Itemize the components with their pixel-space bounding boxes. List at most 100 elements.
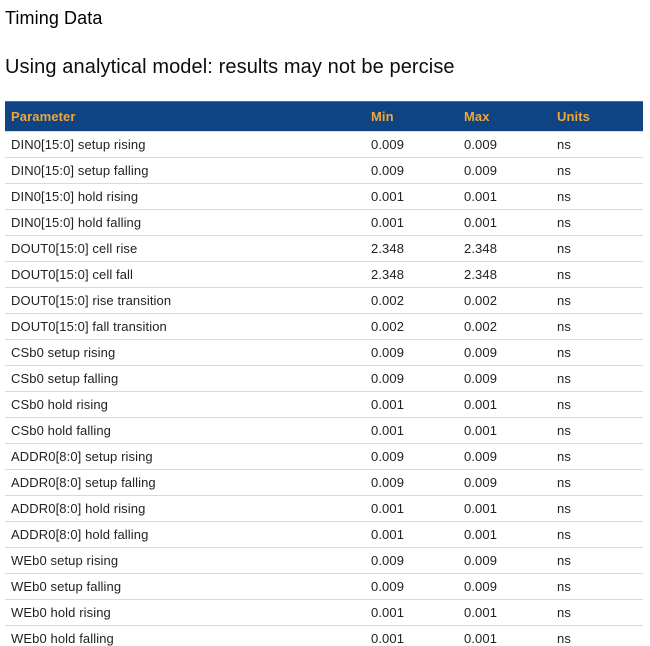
max-cell: 0.001 — [458, 391, 551, 418]
min-cell: 0.009 — [365, 339, 458, 366]
table-row: WEb0 hold rising 0.001 0.001 ns — [5, 599, 643, 626]
units-cell: ns — [551, 365, 643, 392]
max-cell: 0.009 — [458, 131, 551, 158]
min-cell: 0.009 — [365, 443, 458, 470]
table-row: CSb0 hold rising 0.001 0.001 ns — [5, 391, 643, 418]
parameter-cell: WEb0 hold rising — [5, 599, 365, 626]
units-cell: ns — [551, 131, 643, 158]
max-cell: 0.009 — [458, 157, 551, 184]
table-body: DIN0[15:0] setup rising 0.009 0.009 ns D… — [5, 131, 643, 646]
table-row: WEb0 setup rising 0.009 0.009 ns — [5, 547, 643, 574]
table-row: CSb0 hold falling 0.001 0.001 ns — [5, 417, 643, 444]
page-title: Timing Data — [5, 8, 103, 28]
parameter-cell: DIN0[15:0] setup falling — [5, 157, 365, 184]
max-cell: 0.001 — [458, 599, 551, 626]
units-cell: ns — [551, 209, 643, 236]
units-cell: ns — [551, 573, 643, 600]
column-header-units: Units — [551, 101, 643, 132]
table-row: DOUT0[15:0] rise transition 0.002 0.002 … — [5, 287, 643, 314]
parameter-cell: DOUT0[15:0] fall transition — [5, 313, 365, 340]
units-cell: ns — [551, 625, 643, 646]
parameter-cell: ADDR0[8:0] setup falling — [5, 469, 365, 496]
units-cell: ns — [551, 599, 643, 626]
units-cell: ns — [551, 547, 643, 574]
units-cell: ns — [551, 313, 643, 340]
max-cell: 0.001 — [458, 183, 551, 210]
table-row: DIN0[15:0] setup falling 0.009 0.009 ns — [5, 157, 643, 184]
units-cell: ns — [551, 495, 643, 522]
max-cell: 0.009 — [458, 365, 551, 392]
units-cell: ns — [551, 157, 643, 184]
min-cell: 0.001 — [365, 391, 458, 418]
table-row: ADDR0[8:0] hold falling 0.001 0.001 ns — [5, 521, 643, 548]
units-cell: ns — [551, 443, 643, 470]
table-row: DOUT0[15:0] cell rise 2.348 2.348 ns — [5, 235, 643, 262]
min-cell: 0.009 — [365, 365, 458, 392]
units-cell: ns — [551, 261, 643, 288]
parameter-cell: DOUT0[15:0] cell fall — [5, 261, 365, 288]
min-cell: 0.009 — [365, 573, 458, 600]
max-cell: 2.348 — [458, 261, 551, 288]
parameter-cell: ADDR0[8:0] hold falling — [5, 521, 365, 548]
parameter-cell: CSb0 hold rising — [5, 391, 365, 418]
table-row: DIN0[15:0] hold falling 0.001 0.001 ns — [5, 209, 643, 236]
page-subtitle: Using analytical model: results may not … — [5, 56, 455, 78]
units-cell: ns — [551, 391, 643, 418]
max-cell: 0.002 — [458, 287, 551, 314]
table-row: DOUT0[15:0] fall transition 0.002 0.002 … — [5, 313, 643, 340]
min-cell: 0.001 — [365, 625, 458, 646]
table-row: CSb0 setup rising 0.009 0.009 ns — [5, 339, 643, 366]
parameter-cell: DOUT0[15:0] cell rise — [5, 235, 365, 262]
max-cell: 0.001 — [458, 209, 551, 236]
table-row: ADDR0[8:0] setup falling 0.009 0.009 ns — [5, 469, 643, 496]
min-cell: 0.002 — [365, 313, 458, 340]
min-cell: 0.001 — [365, 599, 458, 626]
min-cell: 0.001 — [365, 417, 458, 444]
column-header-min: Min — [365, 101, 458, 132]
units-cell: ns — [551, 417, 643, 444]
table-row: ADDR0[8:0] hold rising 0.001 0.001 ns — [5, 495, 643, 522]
min-cell: 2.348 — [365, 261, 458, 288]
parameter-cell: WEb0 hold falling — [5, 625, 365, 646]
max-cell: 0.009 — [458, 443, 551, 470]
units-cell: ns — [551, 339, 643, 366]
parameter-cell: DIN0[15:0] hold rising — [5, 183, 365, 210]
min-cell: 0.001 — [365, 209, 458, 236]
max-cell: 0.009 — [458, 547, 551, 574]
units-cell: ns — [551, 521, 643, 548]
column-header-parameter: Parameter — [5, 101, 365, 132]
max-cell: 2.348 — [458, 235, 551, 262]
parameter-cell: ADDR0[8:0] hold rising — [5, 495, 365, 522]
parameter-cell: CSb0 setup falling — [5, 365, 365, 392]
table-row: DIN0[15:0] setup rising 0.009 0.009 ns — [5, 131, 643, 158]
min-cell: 0.009 — [365, 131, 458, 158]
parameter-cell: WEb0 setup rising — [5, 547, 365, 574]
units-cell: ns — [551, 235, 643, 262]
min-cell: 0.009 — [365, 469, 458, 496]
units-cell: ns — [551, 183, 643, 210]
parameter-cell: CSb0 hold falling — [5, 417, 365, 444]
units-cell: ns — [551, 287, 643, 314]
min-cell: 0.001 — [365, 495, 458, 522]
table-header-row: Parameter Min Max Units — [5, 101, 643, 132]
min-cell: 0.009 — [365, 157, 458, 184]
max-cell: 0.002 — [458, 313, 551, 340]
min-cell: 0.002 — [365, 287, 458, 314]
min-cell: 0.001 — [365, 521, 458, 548]
parameter-cell: DIN0[15:0] setup rising — [5, 131, 365, 158]
min-cell: 0.009 — [365, 547, 458, 574]
parameter-cell: DIN0[15:0] hold falling — [5, 209, 365, 236]
table-row: CSb0 setup falling 0.009 0.009 ns — [5, 365, 643, 392]
timing-data-table: Parameter Min Max Units DIN0[15:0] setup… — [5, 101, 643, 646]
table-row: WEb0 setup falling 0.009 0.009 ns — [5, 573, 643, 600]
max-cell: 0.001 — [458, 521, 551, 548]
table-header: Parameter Min Max Units — [5, 101, 643, 132]
max-cell: 0.009 — [458, 469, 551, 496]
table-row: DOUT0[15:0] cell fall 2.348 2.348 ns — [5, 261, 643, 288]
table-row: WEb0 hold falling 0.001 0.001 ns — [5, 625, 643, 646]
parameter-cell: WEb0 setup falling — [5, 573, 365, 600]
min-cell: 0.001 — [365, 183, 458, 210]
parameter-cell: ADDR0[8:0] setup rising — [5, 443, 365, 470]
column-header-max: Max — [458, 101, 551, 132]
